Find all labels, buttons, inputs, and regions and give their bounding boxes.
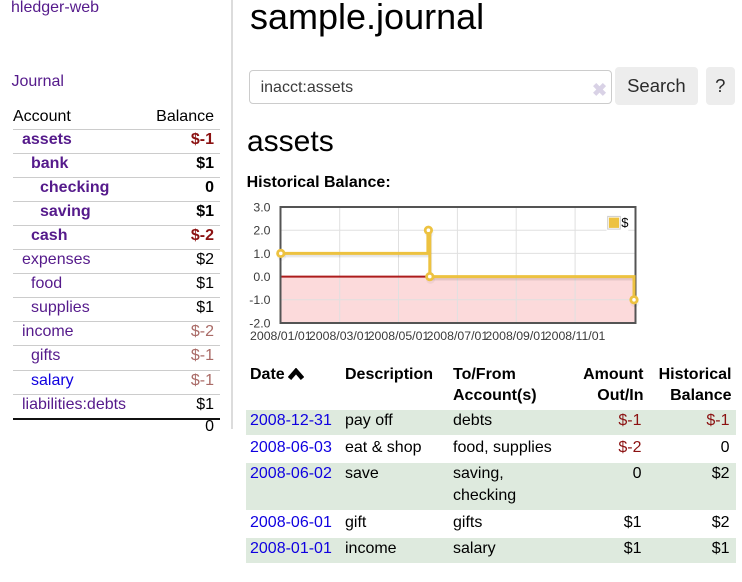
svg-text:0.0: 0.0 <box>253 270 270 284</box>
svg-text:2008/05/01: 2008/05/01 <box>368 329 430 343</box>
svg-text:-1.0: -1.0 <box>249 293 270 307</box>
svg-text:2008/11/01: 2008/11/01 <box>545 329 606 343</box>
svg-text:$: $ <box>621 215 629 230</box>
svg-text:2.0: 2.0 <box>253 224 270 238</box>
svg-text:1.0: 1.0 <box>253 247 270 261</box>
svg-text:2008/03/01: 2008/03/01 <box>309 329 371 343</box>
svg-text:2008/09/01: 2008/09/01 <box>485 329 547 343</box>
svg-text:2008/07/01: 2008/07/01 <box>427 329 489 343</box>
svg-text:-2.0: -2.0 <box>249 316 270 330</box>
svg-text:3.0: 3.0 <box>253 200 270 214</box>
svg-text:2008/01/01: 2008/01/01 <box>250 329 312 343</box>
